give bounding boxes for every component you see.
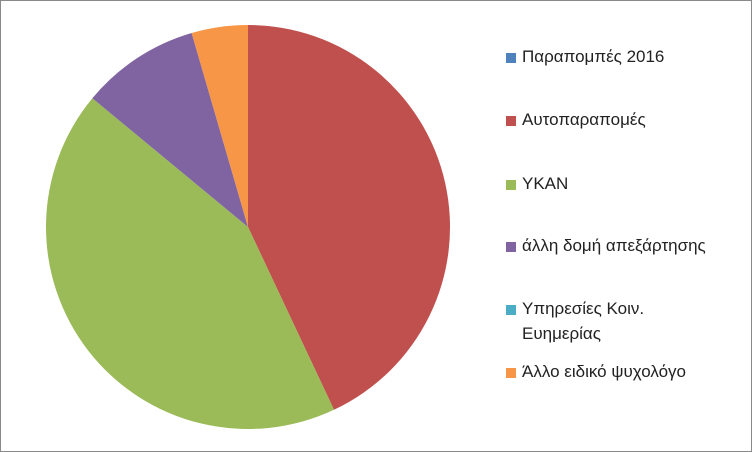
legend-label: Αυτοπαραπομές (522, 110, 646, 129)
pie-chart (45, 25, 451, 430)
legend-label: Παραπομπές 2016 (522, 47, 665, 66)
legend-swatch (506, 242, 516, 252)
pie-slice (248, 25, 451, 410)
legend-swatch (506, 368, 516, 378)
legend-label: ΥΚΑΝ (522, 174, 569, 193)
pie-slice (191, 25, 248, 227)
legend-swatch (506, 116, 516, 126)
legend-swatch (506, 180, 516, 190)
legend: Παραπομπές 2016 Αυτοπαραπομές ΥΚΑΝ άλλη … (506, 1, 746, 451)
legend-label: Υπηρεσίες Κοιν. Ευημερίας (522, 299, 645, 343)
legend-label: άλλη δομή απεξάρτησης (522, 236, 706, 255)
pie-slice (45, 98, 335, 430)
legend-swatch (506, 305, 516, 315)
legend-label: Άλλο ειδικό ψυχολόγο (522, 362, 686, 381)
legend-swatch (506, 53, 516, 63)
pie-slice (92, 33, 248, 227)
